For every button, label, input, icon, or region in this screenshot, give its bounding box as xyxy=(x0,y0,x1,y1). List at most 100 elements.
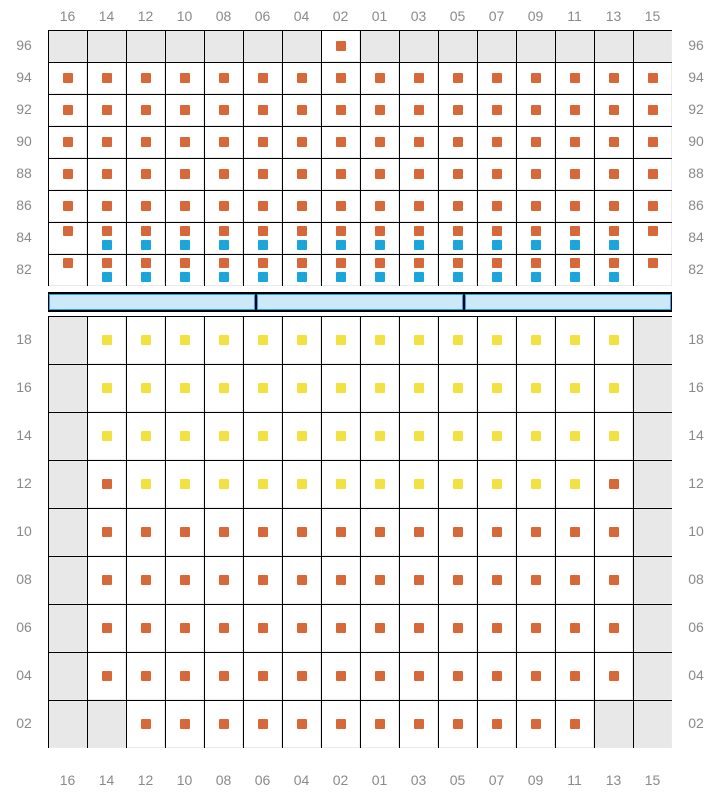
row-label: 02 xyxy=(4,715,44,731)
seat-marker xyxy=(414,105,424,115)
seat-marker xyxy=(102,137,112,147)
seat-marker xyxy=(336,527,346,537)
seat-cell[interactable] xyxy=(127,31,165,62)
seat-cell[interactable] xyxy=(634,461,672,508)
seat-marker xyxy=(180,671,190,681)
row-label: 08 xyxy=(4,571,44,587)
seat-cell[interactable] xyxy=(49,509,87,556)
seat-cell[interactable] xyxy=(634,413,672,460)
seat-marker xyxy=(375,575,385,585)
seat-cell[interactable] xyxy=(49,365,87,412)
row-label: 08 xyxy=(676,571,716,587)
seat-marker xyxy=(570,719,580,729)
seat-cell[interactable] xyxy=(49,557,87,604)
seat-marker xyxy=(492,719,502,729)
seat-marker xyxy=(609,431,619,441)
seat-marker xyxy=(180,335,190,345)
seat-marker xyxy=(609,226,619,236)
col-label: 04 xyxy=(282,772,321,788)
seat-cell[interactable] xyxy=(49,31,87,62)
seat-marker xyxy=(102,383,112,393)
seat-cell[interactable] xyxy=(634,509,672,556)
col-label: 10 xyxy=(165,8,204,24)
seat-marker xyxy=(453,105,463,115)
seat-marker xyxy=(609,137,619,147)
seat-cell[interactable] xyxy=(244,31,282,62)
row-label: 04 xyxy=(4,667,44,683)
seat-marker xyxy=(258,73,268,83)
seat-marker xyxy=(219,527,229,537)
seat-marker xyxy=(141,73,151,83)
col-label: 12 xyxy=(126,8,165,24)
seat-marker xyxy=(531,226,541,236)
seat-cell[interactable] xyxy=(556,31,594,62)
seat-marker xyxy=(258,719,268,729)
seat-cell[interactable] xyxy=(478,31,516,62)
seat-marker xyxy=(492,105,502,115)
seat-marker xyxy=(414,258,424,268)
seat-marker xyxy=(609,479,619,489)
seat-cell[interactable] xyxy=(166,31,204,62)
seat-cell[interactable] xyxy=(49,317,87,364)
seat-marker xyxy=(609,272,619,282)
seat-marker xyxy=(336,240,346,250)
row-label: 10 xyxy=(4,523,44,539)
seat-cell[interactable] xyxy=(517,31,555,62)
seat-cell[interactable] xyxy=(283,31,321,62)
seat-cell[interactable] xyxy=(88,701,126,748)
seat-marker xyxy=(141,201,151,211)
seat-marker xyxy=(609,105,619,115)
seat-cell[interactable] xyxy=(49,413,87,460)
seat-marker xyxy=(63,73,73,83)
seat-cell[interactable] xyxy=(634,701,672,748)
seat-cell[interactable] xyxy=(595,701,633,748)
seat-marker xyxy=(258,527,268,537)
seat-marker xyxy=(531,240,541,250)
seat-marker xyxy=(141,258,151,268)
seat-cell[interactable] xyxy=(49,605,87,652)
seat-marker xyxy=(492,575,502,585)
seat-marker xyxy=(609,527,619,537)
row-label: 02 xyxy=(676,715,716,731)
seat-marker xyxy=(141,169,151,179)
seat-marker xyxy=(453,431,463,441)
seat-cell[interactable] xyxy=(634,317,672,364)
seat-marker xyxy=(141,226,151,236)
seat-marker xyxy=(375,527,385,537)
seat-cell[interactable] xyxy=(49,461,87,508)
seat-cell[interactable] xyxy=(49,653,87,700)
col-label: 11 xyxy=(555,8,594,24)
seat-marker xyxy=(141,575,151,585)
seat-marker xyxy=(336,201,346,211)
seat-cell[interactable] xyxy=(634,31,672,62)
seat-marker xyxy=(414,623,424,633)
seat-cell[interactable] xyxy=(634,557,672,604)
seat-marker xyxy=(648,258,658,268)
seat-cell[interactable] xyxy=(634,653,672,700)
seat-marker xyxy=(219,226,229,236)
seat-marker xyxy=(141,431,151,441)
seat-cell[interactable] xyxy=(361,31,399,62)
seat-marker xyxy=(219,73,229,83)
seat-cell[interactable] xyxy=(595,31,633,62)
seat-marker xyxy=(180,137,190,147)
seat-cell[interactable] xyxy=(634,605,672,652)
seat-marker xyxy=(453,169,463,179)
seat-cell[interactable] xyxy=(439,31,477,62)
seat-cell[interactable] xyxy=(634,365,672,412)
seat-marker xyxy=(180,431,190,441)
seat-marker xyxy=(414,240,424,250)
row-label: 84 xyxy=(4,229,44,245)
seat-marker xyxy=(297,575,307,585)
seat-marker xyxy=(258,272,268,282)
seat-marker xyxy=(531,201,541,211)
seat-cell[interactable] xyxy=(205,31,243,62)
seat-cell[interactable] xyxy=(88,31,126,62)
seat-marker xyxy=(336,169,346,179)
row-label: 96 xyxy=(676,37,716,53)
seat-marker xyxy=(531,169,541,179)
seat-marker xyxy=(648,201,658,211)
seat-cell[interactable] xyxy=(49,701,87,748)
seat-cell[interactable] xyxy=(400,31,438,62)
seat-marker xyxy=(102,335,112,345)
